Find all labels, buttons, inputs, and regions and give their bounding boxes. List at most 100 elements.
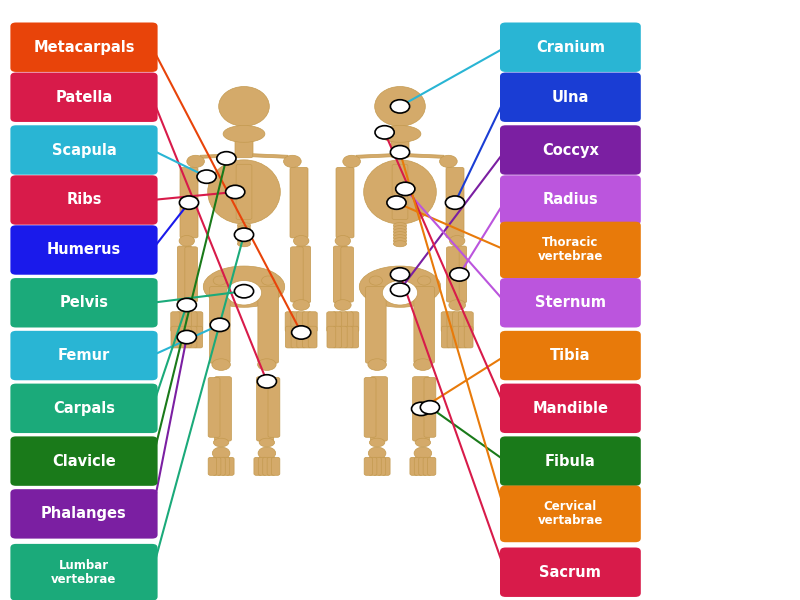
FancyBboxPatch shape bbox=[500, 73, 641, 122]
Ellipse shape bbox=[394, 226, 406, 232]
Ellipse shape bbox=[343, 155, 361, 167]
Ellipse shape bbox=[203, 266, 285, 307]
Ellipse shape bbox=[414, 359, 432, 370]
Ellipse shape bbox=[208, 160, 280, 224]
FancyBboxPatch shape bbox=[262, 457, 271, 475]
Text: Pelvis: Pelvis bbox=[59, 295, 109, 310]
FancyBboxPatch shape bbox=[290, 247, 303, 302]
FancyBboxPatch shape bbox=[500, 125, 641, 175]
FancyBboxPatch shape bbox=[333, 312, 342, 332]
Text: Scapula: Scapula bbox=[52, 142, 116, 157]
FancyBboxPatch shape bbox=[10, 22, 158, 72]
Circle shape bbox=[390, 100, 410, 113]
Circle shape bbox=[237, 286, 251, 296]
FancyBboxPatch shape bbox=[500, 221, 641, 278]
FancyBboxPatch shape bbox=[334, 246, 348, 303]
Ellipse shape bbox=[368, 359, 386, 370]
Ellipse shape bbox=[226, 281, 262, 305]
FancyBboxPatch shape bbox=[290, 167, 308, 238]
FancyBboxPatch shape bbox=[214, 377, 231, 441]
Ellipse shape bbox=[394, 232, 406, 238]
FancyBboxPatch shape bbox=[226, 457, 234, 475]
FancyBboxPatch shape bbox=[338, 312, 347, 332]
Text: Clavicle: Clavicle bbox=[52, 454, 116, 469]
FancyBboxPatch shape bbox=[254, 457, 262, 475]
Ellipse shape bbox=[415, 438, 430, 447]
Text: Thoracic
vertebrae: Thoracic vertebrae bbox=[538, 236, 603, 263]
FancyBboxPatch shape bbox=[326, 312, 336, 332]
FancyBboxPatch shape bbox=[500, 278, 641, 328]
Ellipse shape bbox=[212, 447, 230, 460]
Ellipse shape bbox=[450, 235, 465, 246]
FancyBboxPatch shape bbox=[208, 377, 220, 437]
Ellipse shape bbox=[335, 235, 350, 246]
FancyBboxPatch shape bbox=[10, 125, 158, 175]
FancyBboxPatch shape bbox=[188, 326, 197, 348]
Circle shape bbox=[260, 376, 274, 386]
Text: Cranium: Cranium bbox=[536, 40, 605, 55]
FancyBboxPatch shape bbox=[180, 167, 198, 238]
FancyBboxPatch shape bbox=[194, 312, 203, 332]
FancyBboxPatch shape bbox=[10, 331, 158, 380]
Ellipse shape bbox=[238, 226, 250, 232]
Ellipse shape bbox=[262, 276, 275, 285]
Ellipse shape bbox=[214, 438, 229, 447]
FancyBboxPatch shape bbox=[391, 137, 409, 158]
FancyBboxPatch shape bbox=[423, 457, 431, 475]
Text: Patella: Patella bbox=[55, 90, 113, 105]
Circle shape bbox=[375, 125, 394, 139]
Text: Coccyx: Coccyx bbox=[542, 142, 599, 157]
FancyBboxPatch shape bbox=[427, 457, 436, 475]
FancyBboxPatch shape bbox=[410, 457, 418, 475]
FancyBboxPatch shape bbox=[341, 247, 354, 302]
Circle shape bbox=[411, 402, 430, 416]
Text: Lumbar
vertebrae: Lumbar vertebrae bbox=[51, 559, 117, 586]
FancyBboxPatch shape bbox=[257, 377, 274, 441]
Circle shape bbox=[390, 146, 410, 159]
FancyBboxPatch shape bbox=[182, 312, 191, 332]
Ellipse shape bbox=[223, 125, 265, 142]
Circle shape bbox=[228, 187, 242, 197]
FancyBboxPatch shape bbox=[344, 312, 353, 332]
FancyBboxPatch shape bbox=[458, 312, 467, 332]
Circle shape bbox=[179, 332, 194, 342]
Ellipse shape bbox=[238, 238, 250, 244]
FancyBboxPatch shape bbox=[500, 547, 641, 597]
Circle shape bbox=[179, 300, 194, 310]
Circle shape bbox=[396, 182, 415, 196]
FancyBboxPatch shape bbox=[258, 457, 266, 475]
FancyBboxPatch shape bbox=[370, 377, 387, 441]
Circle shape bbox=[219, 154, 234, 163]
FancyBboxPatch shape bbox=[446, 167, 464, 238]
Ellipse shape bbox=[283, 155, 301, 167]
Circle shape bbox=[398, 184, 413, 194]
FancyBboxPatch shape bbox=[464, 326, 473, 348]
FancyBboxPatch shape bbox=[10, 73, 158, 122]
FancyBboxPatch shape bbox=[500, 331, 641, 380]
Circle shape bbox=[390, 268, 410, 281]
Circle shape bbox=[210, 318, 230, 332]
Circle shape bbox=[420, 401, 439, 414]
Ellipse shape bbox=[213, 276, 226, 285]
Ellipse shape bbox=[394, 238, 406, 244]
FancyBboxPatch shape bbox=[378, 457, 386, 475]
FancyBboxPatch shape bbox=[210, 287, 230, 363]
FancyBboxPatch shape bbox=[369, 457, 377, 475]
FancyBboxPatch shape bbox=[500, 175, 641, 225]
FancyBboxPatch shape bbox=[213, 457, 221, 475]
FancyBboxPatch shape bbox=[500, 485, 641, 542]
Ellipse shape bbox=[259, 438, 274, 447]
Circle shape bbox=[258, 375, 277, 388]
FancyBboxPatch shape bbox=[453, 326, 462, 348]
FancyBboxPatch shape bbox=[344, 326, 353, 348]
FancyBboxPatch shape bbox=[10, 436, 158, 486]
Circle shape bbox=[179, 196, 198, 209]
FancyBboxPatch shape bbox=[188, 312, 197, 332]
FancyBboxPatch shape bbox=[222, 457, 230, 475]
Polygon shape bbox=[200, 154, 235, 158]
FancyBboxPatch shape bbox=[185, 247, 198, 302]
Circle shape bbox=[387, 196, 406, 209]
Circle shape bbox=[182, 197, 196, 208]
Text: Femur: Femur bbox=[58, 348, 110, 363]
Circle shape bbox=[450, 268, 469, 281]
